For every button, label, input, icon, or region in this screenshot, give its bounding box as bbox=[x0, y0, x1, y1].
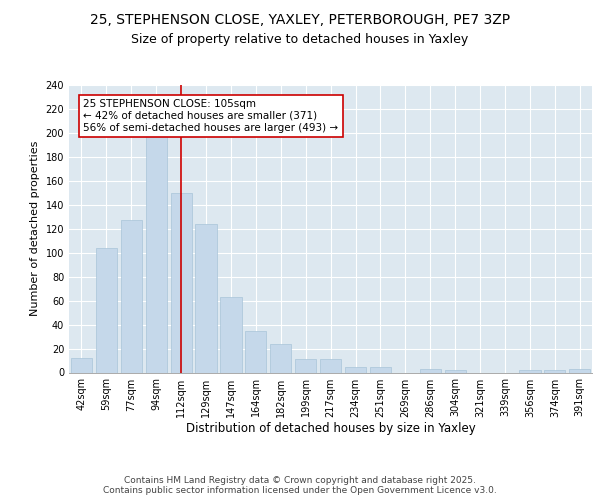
Bar bbox=[295, 360, 316, 372]
Bar bbox=[544, 370, 565, 372]
Bar bbox=[220, 297, 242, 372]
Bar bbox=[146, 132, 167, 372]
Bar bbox=[345, 366, 366, 372]
Bar bbox=[445, 370, 466, 372]
Bar bbox=[170, 193, 192, 372]
Bar bbox=[320, 360, 341, 372]
Text: Size of property relative to detached houses in Yaxley: Size of property relative to detached ho… bbox=[131, 32, 469, 46]
Text: 25 STEPHENSON CLOSE: 105sqm
← 42% of detached houses are smaller (371)
56% of se: 25 STEPHENSON CLOSE: 105sqm ← 42% of det… bbox=[83, 100, 338, 132]
Bar bbox=[370, 366, 391, 372]
Bar bbox=[520, 370, 541, 372]
X-axis label: Distribution of detached houses by size in Yaxley: Distribution of detached houses by size … bbox=[186, 422, 475, 436]
Text: 25, STEPHENSON CLOSE, YAXLEY, PETERBOROUGH, PE7 3ZP: 25, STEPHENSON CLOSE, YAXLEY, PETERBOROU… bbox=[90, 12, 510, 26]
Text: Contains HM Land Registry data © Crown copyright and database right 2025.
Contai: Contains HM Land Registry data © Crown c… bbox=[103, 476, 497, 495]
Y-axis label: Number of detached properties: Number of detached properties bbox=[30, 141, 40, 316]
Bar bbox=[96, 248, 117, 372]
Bar bbox=[569, 369, 590, 372]
Bar bbox=[196, 224, 217, 372]
Bar bbox=[419, 369, 441, 372]
Bar bbox=[121, 220, 142, 372]
Bar bbox=[270, 344, 292, 372]
Bar bbox=[71, 358, 92, 372]
Bar bbox=[245, 330, 266, 372]
